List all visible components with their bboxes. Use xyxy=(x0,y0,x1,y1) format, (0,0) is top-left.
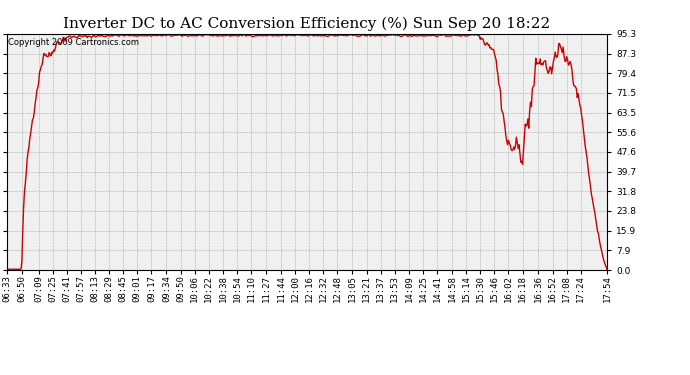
Text: Copyright 2009 Cartronics.com: Copyright 2009 Cartronics.com xyxy=(8,39,139,48)
Title: Inverter DC to AC Conversion Efficiency (%) Sun Sep 20 18:22: Inverter DC to AC Conversion Efficiency … xyxy=(63,17,551,31)
